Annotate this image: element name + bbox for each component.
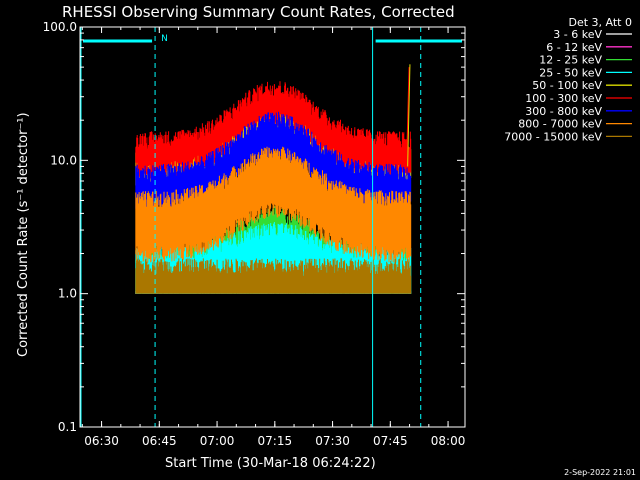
x-tick-label-5: 07:30 xyxy=(315,434,350,448)
x-tick-label-4: 07:15 xyxy=(258,434,293,448)
series-trace-8 xyxy=(135,146,412,263)
legend-label-2: 6 - 12 keV xyxy=(546,41,602,54)
legend-label-3: 12 - 25 keV xyxy=(539,54,602,67)
legend-header: Det 3, Att 0 xyxy=(569,16,633,29)
x-tick-label-3: 07:00 xyxy=(200,434,235,448)
end-spike xyxy=(406,67,410,155)
series-trace-6 xyxy=(135,81,412,179)
x-axis-label: Start Time (30-Mar-18 06:24:22) xyxy=(165,456,376,471)
legend-label-4: 25 - 50 keV xyxy=(539,66,602,79)
x-tick-label-1: 06:30 xyxy=(84,434,119,448)
legend-label-8: 800 - 7000 keV xyxy=(518,118,602,131)
saa-label: N xyxy=(161,34,168,44)
legend-label-1: 3 - 6 keV xyxy=(553,28,602,41)
legend-label-5: 50 - 100 keV xyxy=(532,79,602,92)
series-traces xyxy=(135,64,412,294)
y-tick-label-1: 100.0 xyxy=(43,20,77,34)
y-tick-label-3: 1.0 xyxy=(58,287,77,301)
end-spike-yellow xyxy=(407,64,411,167)
y-tick-label-4: 0.1 xyxy=(58,420,77,434)
legend-label-6: 100 - 300 keV xyxy=(525,92,602,105)
y-tick-label-2: 10.0 xyxy=(50,153,77,167)
legend-label-7: 300 - 800 keV xyxy=(525,105,602,118)
y-axis-label: Corrected Count Rate (s⁻¹ detector⁻¹) xyxy=(16,112,31,357)
timestamp: 2-Sep-2022 21:01 xyxy=(564,468,636,477)
plot-frame xyxy=(79,26,466,428)
night-saa-overlay: N xyxy=(80,27,462,427)
chart-title: RHESSI Observing Summary Count Rates, Co… xyxy=(62,3,455,21)
series-trace-9 xyxy=(135,258,412,294)
legend-label-9: 7000 - 15000 keV xyxy=(504,130,602,143)
x-tick-label-6: 07:45 xyxy=(373,434,408,448)
axis-ticks: 06:30 06:45 07:00 07:15 07:30 07:45 08:00 100.0… xyxy=(43,20,466,448)
x-tick-label-2: 06:45 xyxy=(142,434,177,448)
x-tick-label-7: 08:00 xyxy=(431,434,466,448)
